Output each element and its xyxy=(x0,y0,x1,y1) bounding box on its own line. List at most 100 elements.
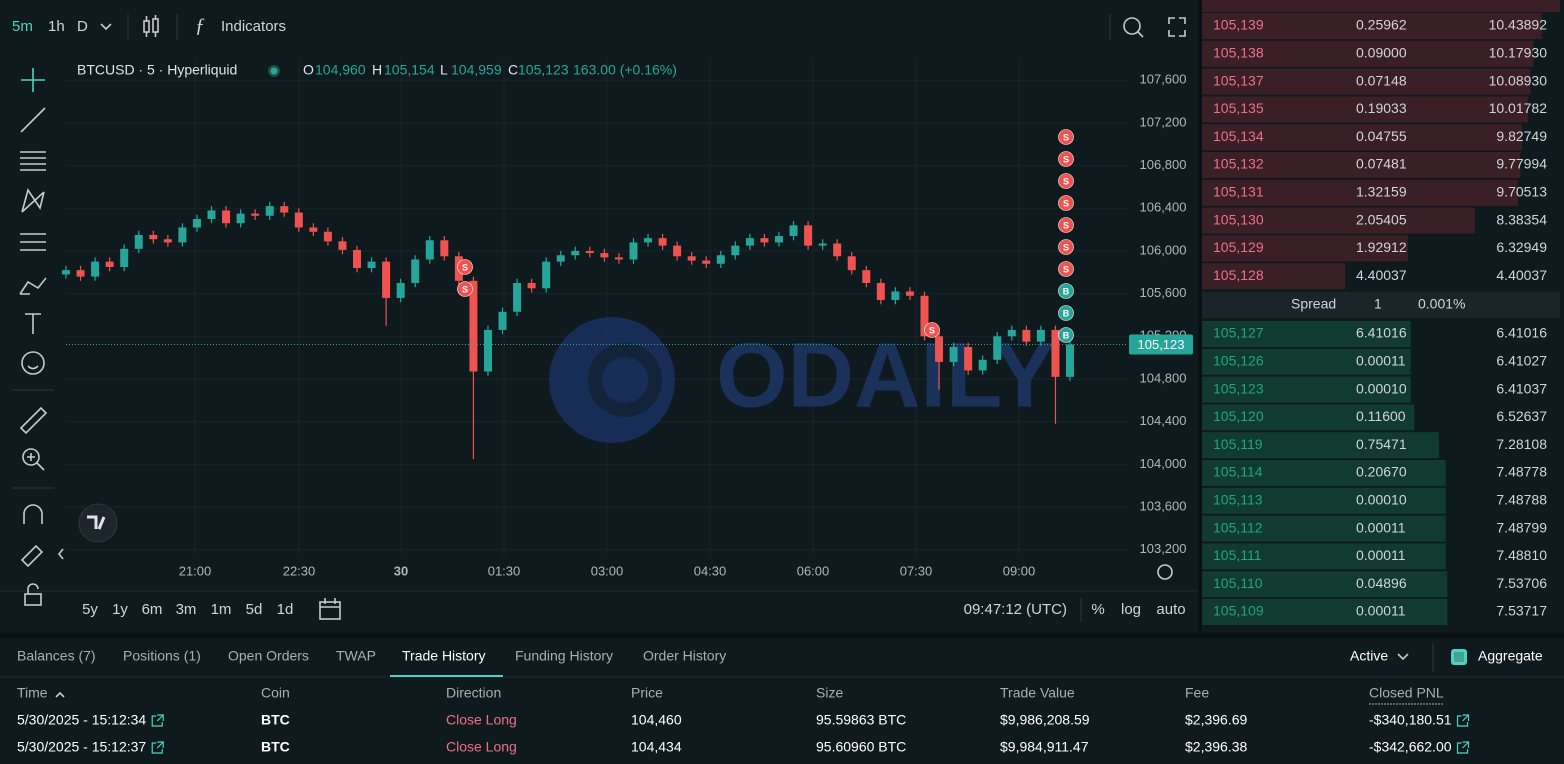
interval[interactable]: 1h xyxy=(48,18,65,35)
column-header[interactable]: Closed PNL xyxy=(1369,685,1444,701)
range-button[interactable]: 3m xyxy=(176,601,197,618)
tab[interactable]: Positions (1) xyxy=(123,648,201,664)
trade-marker xyxy=(1058,261,1074,277)
bid-depth xyxy=(1202,432,1439,459)
ask-price[interactable]: 105,135 xyxy=(1213,100,1264,116)
bid-price[interactable]: 105,123 xyxy=(1213,380,1264,396)
bid-depth xyxy=(1202,376,1411,403)
trade-marker-label: S xyxy=(1063,132,1069,142)
range-button[interactable]: 1m xyxy=(211,601,232,618)
cell[interactable]: -$342,662.00 xyxy=(1369,739,1452,755)
ask-total: 6.32949 xyxy=(1496,239,1547,255)
candle-body xyxy=(309,227,318,232)
trade-marker xyxy=(1058,239,1074,255)
interval[interactable]: D xyxy=(77,18,88,35)
bid-price[interactable]: 105,113 xyxy=(1213,492,1263,508)
candle-body xyxy=(120,248,129,267)
indicators-button[interactable]: Indicators xyxy=(221,18,286,35)
checkbox[interactable] xyxy=(1451,649,1467,665)
date-range-icon[interactable] xyxy=(319,598,341,620)
external-link-icon[interactable] xyxy=(1456,714,1470,727)
bid-price[interactable]: 105,120 xyxy=(1213,408,1264,424)
bid-size: 0.11600 xyxy=(1356,408,1406,424)
range-button[interactable]: 5d xyxy=(246,601,263,618)
bid-total: 7.48778 xyxy=(1496,464,1547,480)
settings-icon[interactable] xyxy=(1157,564,1173,580)
last-price-label: 105,123 xyxy=(1138,337,1185,352)
cell[interactable]: 5/30/2025 - 15:12:37 xyxy=(17,739,146,755)
bid-depth xyxy=(1202,404,1415,431)
candle-body xyxy=(876,282,885,301)
candle-body xyxy=(658,238,667,246)
ask-price[interactable]: 105,131 xyxy=(1213,184,1264,200)
candle-body xyxy=(411,259,420,283)
bid-price[interactable]: 105,111 xyxy=(1213,547,1262,563)
range-button[interactable]: 1y xyxy=(112,601,128,618)
ask-price[interactable]: 105,128 xyxy=(1213,267,1264,283)
bid-depth xyxy=(1202,543,1446,570)
trade-marker-label: B xyxy=(1063,308,1070,318)
bid-total: 6.41037 xyxy=(1496,380,1547,396)
tv-logo[interactable] xyxy=(78,503,118,543)
bid-price[interactable]: 105,114 xyxy=(1213,464,1263,480)
ask-size: 1.32159 xyxy=(1356,184,1407,200)
chevron[interactable] xyxy=(1397,653,1409,661)
tab[interactable]: Order History xyxy=(643,648,726,664)
bid-depth xyxy=(1202,599,1448,625)
aggregate-label[interactable]: Aggregate xyxy=(1478,648,1543,664)
external-link-icon[interactable] xyxy=(151,741,164,754)
scale-option[interactable]: auto xyxy=(1156,601,1185,618)
spread-percent: 0.001% xyxy=(1418,296,1465,312)
fullscreen-icon[interactable] xyxy=(1168,17,1186,37)
cell[interactable]: 5/30/2025 - 15:12:34 xyxy=(17,712,146,728)
trade-marker xyxy=(1058,173,1074,189)
candle-body xyxy=(542,261,551,289)
bid-price[interactable]: 105,112 xyxy=(1213,519,1263,535)
candle-body xyxy=(905,291,914,296)
tab[interactable]: Balances (7) xyxy=(17,648,96,664)
interval[interactable]: 5m xyxy=(12,18,33,35)
ask-price[interactable]: 105,134 xyxy=(1213,128,1264,144)
ask-price[interactable]: 105,132 xyxy=(1213,156,1264,172)
range-button[interactable]: 6m xyxy=(142,601,163,618)
ask-price[interactable]: 105,129 xyxy=(1213,239,1264,255)
external-link-icon[interactable] xyxy=(1456,741,1470,754)
trade-marker xyxy=(457,259,473,275)
x-tick-label: 30 xyxy=(394,563,408,578)
snapshot-icon[interactable] xyxy=(1123,17,1144,38)
bid-price[interactable]: 105,126 xyxy=(1213,353,1264,369)
drawing-tools[interactable] xyxy=(19,68,48,606)
scale-option[interactable]: log xyxy=(1121,601,1141,618)
column-header[interactable]: Time xyxy=(17,685,48,701)
collapse-icon[interactable] xyxy=(57,548,64,560)
scale-option[interactable]: % xyxy=(1091,601,1104,618)
tab[interactable]: TWAP xyxy=(336,648,376,664)
checkbox-inner xyxy=(1454,652,1464,662)
y-tick-label: 106,000 xyxy=(1140,242,1187,257)
symbol: BTCUSD · 5 · Hyperliquid xyxy=(77,62,237,78)
ask-price[interactable]: 105,139 xyxy=(1213,17,1264,33)
tab[interactable]: Open Orders xyxy=(228,648,309,664)
candle-body xyxy=(1022,329,1031,342)
ask-price[interactable]: 105,138 xyxy=(1213,45,1264,61)
external-link-icon[interactable] xyxy=(151,714,164,727)
filter-select[interactable]: Active xyxy=(1350,648,1388,664)
column-header: Fee xyxy=(1185,685,1209,701)
tab[interactable]: Trade History xyxy=(402,648,486,664)
candle-icon[interactable] xyxy=(143,15,159,37)
tab[interactable]: Funding History xyxy=(515,648,613,664)
ask-price[interactable]: 105,130 xyxy=(1213,211,1264,227)
bid-price[interactable]: 105,127 xyxy=(1213,325,1264,341)
range-button[interactable]: 1d xyxy=(277,601,294,618)
range-button[interactable]: 5y xyxy=(82,601,98,618)
sort-icon[interactable] xyxy=(55,691,65,698)
ask-price[interactable]: 105,137 xyxy=(1213,72,1264,88)
ask-depth xyxy=(1202,40,1534,67)
cell[interactable]: -$340,180.51 xyxy=(1369,712,1452,728)
chevron[interactable] xyxy=(100,23,112,31)
bid-size: 6.41016 xyxy=(1356,325,1407,341)
bid-price[interactable]: 105,109 xyxy=(1213,603,1264,619)
bid-price[interactable]: 105,119 xyxy=(1213,436,1263,452)
bid-price[interactable]: 105,110 xyxy=(1213,575,1263,591)
candle-body xyxy=(774,236,783,243)
